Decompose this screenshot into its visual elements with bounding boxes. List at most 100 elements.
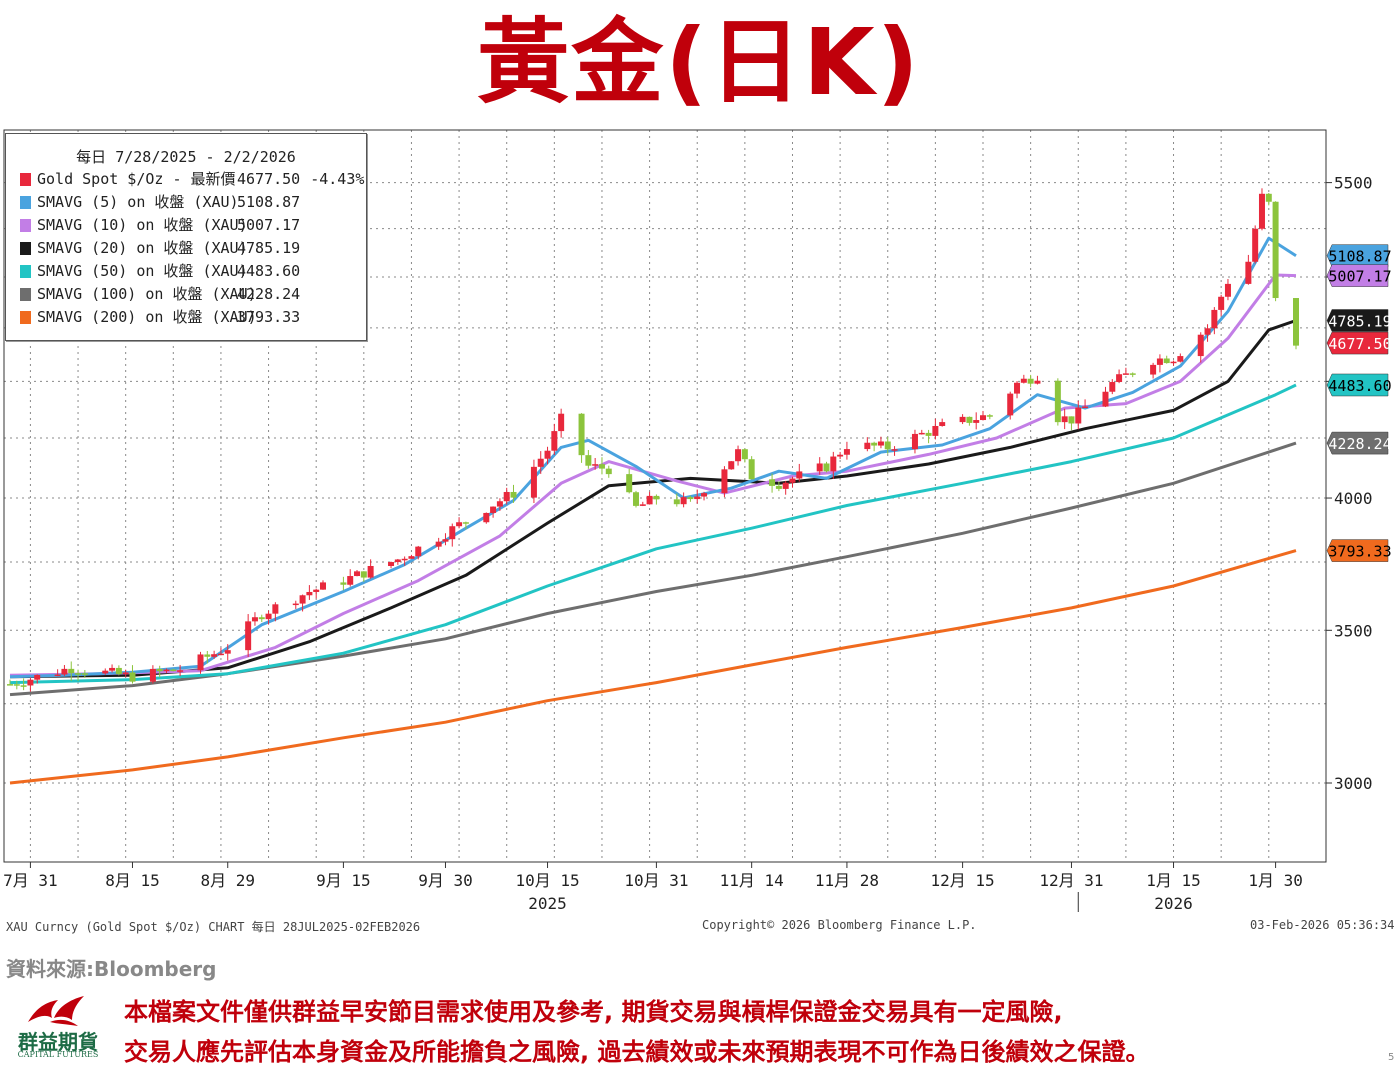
candle-body [864,442,871,450]
legend-item-value: 4483.60 [237,262,301,280]
candle-body [313,589,320,592]
candle-body [1014,382,1021,394]
series-line-smavg200 [9,549,1297,785]
candle-body [1034,380,1041,384]
candle-body [735,449,742,462]
legend-item-value: 4228.24 [237,285,301,303]
candle-body [415,546,422,557]
candle-body [81,673,88,675]
chart-footer-copyright: Copyright© 2026 Bloomberg Finance L.P. [702,918,977,932]
candle-body [673,499,680,505]
candle-body [217,653,224,656]
candle-body [653,495,660,500]
candle-body [592,464,599,466]
candle-body [1129,373,1136,375]
candle-body [1027,378,1034,384]
legend-swatch [20,311,31,324]
candle-body [68,668,75,674]
candle-body [360,571,367,578]
candle-body [340,582,347,585]
candle-body [1082,406,1089,409]
candle-body [639,504,646,506]
candle-body [170,669,177,672]
candle-body [442,539,449,542]
legend-item-sma100: SMAVG (100) on 收盤 (XAU) 4228.24 [6,283,366,306]
value-tag-label: 4785.19 [1328,313,1391,331]
candle-body [1156,358,1163,365]
candle-body [1177,356,1184,362]
legend-item-sma10: SMAVG (10) on 收盤 (XAU) 5007.17 [6,214,366,237]
candle-body [1224,283,1231,297]
value-tag-box [1326,431,1389,455]
candle-body [1068,416,1075,424]
candle-body [265,613,272,620]
legend-item-sma5: SMAVG (5) on 收盤 (XAU) 5108.87 [6,191,366,214]
legend-item-label: SMAVG (100) on 收盤 (XAU) [37,285,257,303]
candle-body [1265,193,1272,202]
right-value-tags: 5108.87 5007.17 4785.19 4677.50 4483.60 4228.… [1326,244,1392,562]
candle-body [1218,296,1225,310]
candle-body [578,413,585,456]
x-tick-label: 1月 15 [1146,871,1201,890]
disclaimer-line-2: 交易人應先評估本身資金及所能擔負之風險, 過去績效或未來預期表現不可作為日後績效… [124,1038,1150,1066]
candle-body [782,482,789,489]
candle-body [632,492,639,506]
candle-body [483,512,490,523]
candle-body [830,456,837,472]
candle-body [1272,201,1279,299]
candle-body [1211,309,1218,329]
candle-body [687,497,694,500]
candle-body [13,684,20,686]
x-tick-label: 10月 31 [624,871,688,890]
x-tick-label: 11月 14 [720,871,784,890]
candle-body [129,672,136,682]
value-tag-label: 5007.17 [1328,268,1391,286]
candle-body [939,422,946,426]
logo-company-name: 群益期貨 [18,1030,98,1054]
candle-body [1075,407,1082,424]
candle-body [932,425,939,436]
candle-body [911,433,918,450]
candle-body [61,668,68,675]
candle-body [449,526,456,540]
candle-body [1102,391,1109,407]
candle-body [721,469,728,494]
candle-body [680,497,687,505]
legend-swatch [20,219,31,232]
disclaimer-line-1: 本檔案文件僅供群益早安節目需求使用及參考, 期貨交易與槓桿保證金交易具有一定風險… [124,998,1063,1026]
candle-body [816,463,823,472]
candle-body [401,558,408,561]
legend-item-value: 5108.87 [237,193,301,211]
candle-body [551,431,558,451]
candle-body [1245,261,1252,284]
value-tag-label: 4228.24 [1328,435,1391,453]
candle-body [272,604,279,614]
candle-body [347,576,354,585]
candle-body [973,420,980,423]
value-tag-box [1326,244,1389,267]
candle-body [1122,373,1129,375]
axes-layer: 3000 3500 4000 5500 7月 31 8月 15 8月 29 9月 15 9月 3… [3,129,1373,913]
legend-item-label: SMAVG (200) on 收盤 (XAU) [37,308,257,326]
candle-body [1170,361,1177,364]
candle-body [877,441,884,446]
candle-body [456,522,463,527]
legend-item-value: 4677.50 [237,170,301,188]
value-tag-box [1326,309,1389,332]
candle-body [211,654,218,657]
candle-body [775,485,782,489]
legend-item-label: SMAVG (10) on 收盤 (XAU) [37,216,248,234]
legend-item-gold-spot: Gold Spot $/Oz - 最新價 4677.50 -4.43% [6,168,366,191]
legend-swatch [20,288,31,301]
page-number: 5 [1388,1052,1395,1063]
legend-swatch [20,196,31,209]
candle-body [741,449,748,460]
x-year-label: 2026 [1154,894,1193,913]
legend-item-sma20: SMAVG (20) on 收盤 (XAU) 4785.19 [6,237,366,260]
candle-body [1020,378,1027,383]
candle-body [530,466,537,498]
candle-body [435,541,442,547]
candle-body [884,441,891,450]
candle-body [598,464,605,469]
x-tick-label: 12月 15 [931,871,995,890]
